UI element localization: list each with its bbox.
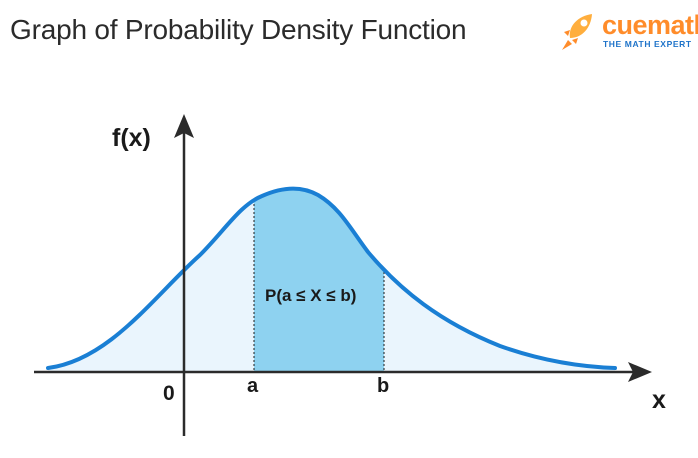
density-curve <box>46 186 617 370</box>
y-axis-label: f(x) <box>112 124 151 152</box>
rocket-icon <box>562 14 592 50</box>
region-label: P(a ≤ X ≤ b) <box>265 286 356 305</box>
x-axis-arrow <box>628 362 652 382</box>
logo-wordmark: cuemath <box>602 10 698 40</box>
point-b-label: b <box>377 375 389 397</box>
origin-label: 0 <box>163 382 175 405</box>
probability-region <box>254 188 384 372</box>
x-axis-label: x <box>652 386 666 414</box>
point-a-label: a <box>247 375 259 397</box>
logo-tagline: THE MATH EXPERT <box>603 39 692 49</box>
page-title: Graph of Probability Density Function <box>10 14 467 45</box>
y-axis-arrow <box>174 114 194 138</box>
cuemath-logo: cuemath THE MATH EXPERT <box>558 10 698 54</box>
